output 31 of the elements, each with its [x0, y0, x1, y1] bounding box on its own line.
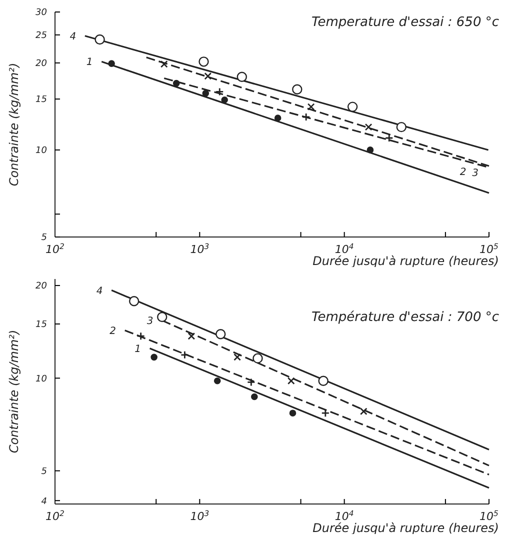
series-label: 1: [86, 57, 93, 68]
y-tick-label: 30: [36, 8, 48, 18]
series-label: 1: [134, 344, 141, 355]
x-tick-label: 10$^{4}$: [334, 508, 354, 523]
series-label: 2: [460, 166, 466, 178]
text: Température d'essai : 700 °c: [311, 310, 499, 325]
x-tick-label: 10$^{4}$: [334, 242, 354, 256]
y-axis-title: Contrainte (kg/mm²): [7, 330, 21, 454]
y-tick-label: 25: [36, 31, 48, 42]
series-label: 3: [146, 316, 154, 327]
chart-title: Temperature d'essai : 650 °c: [311, 15, 499, 30]
y-tick-label: 4: [41, 496, 48, 507]
series-label: 3: [472, 168, 478, 180]
x-tick-label: 10$^{2}$: [46, 508, 65, 523]
x-tick-label: 10$^{5}$: [480, 242, 499, 256]
series-label: 4: [96, 286, 103, 297]
y-tick-label: 5: [41, 233, 48, 244]
series-label: 4: [70, 31, 76, 42]
series-label: 2: [110, 326, 116, 337]
y-tick-label: 10: [36, 146, 48, 156]
x-tick-label: 10$^{2}$: [46, 242, 65, 256]
y-tick-label: 10: [36, 374, 48, 384]
y-tick-label: 15: [36, 95, 48, 106]
x-tick-label: 10$^{3}$: [190, 508, 210, 523]
y-tick-label: 15: [36, 320, 48, 330]
y-tick-label: 20: [36, 282, 48, 292]
x-tick-label: 10$^{3}$: [190, 242, 210, 256]
y-tick-label: 20: [36, 59, 48, 70]
y-axis-title: Contrainte (kg/mm²): [7, 62, 21, 186]
y-tick-label: 5: [41, 466, 48, 477]
x-tick-label: 10$^{5}$: [480, 508, 499, 523]
